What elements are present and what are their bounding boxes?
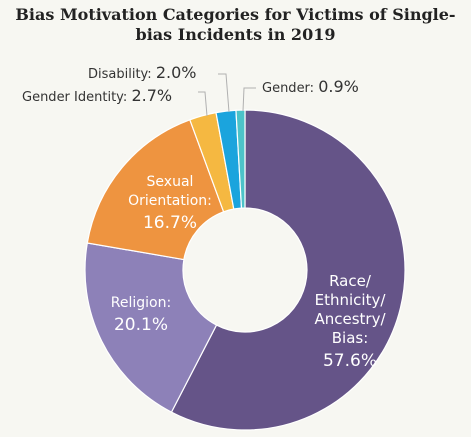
label-sexual-orientation-line-2: Orientation: [128, 193, 212, 209]
value-label-gender-identity: 2.7% [131, 86, 172, 105]
leader-line-disability [218, 73, 230, 113]
label-gender-identity: Gender Identity: 2.7% [22, 86, 172, 105]
label-religion-line-1: Religion: [111, 295, 171, 311]
value-label-sexual-orientation: 16.7% [143, 213, 197, 233]
donut-slices [84, 109, 406, 431]
value-label-race-ethnicity-ancestry-bias: 57.6% [323, 351, 377, 371]
slice-gender [235, 109, 246, 209]
label-race-ethnicity-ancestry-bias-line-1: Race/ [329, 272, 372, 290]
value-label-religion: 20.1% [114, 315, 168, 335]
label-race-ethnicity-ancestry-bias-line-3: Ancestry/ [314, 310, 386, 328]
label-race-ethnicity-ancestry-bias-line-4: Bias: [332, 329, 369, 347]
label-race-ethnicity-ancestry-bias-line-2: Ethnicity/ [315, 291, 387, 309]
slice-race-ethnicity-ancestry-bias [170, 109, 406, 431]
chart-title: Bias Motivation Categories for Victims o… [0, 5, 471, 45]
leader-line-gender [242, 87, 256, 112]
donut-labels: Race/Ethnicity/Ancestry/Bias: 57.6% Religi… [22, 63, 386, 371]
label-gender: Gender: 0.9% [262, 77, 359, 96]
slice-sexual-orientation [86, 119, 225, 261]
label-gender-identity-name: Gender Identity: [22, 90, 131, 105]
slice-religion [84, 242, 218, 413]
label-sexual-orientation-line-1: Sexual [147, 174, 194, 190]
chart-title-line-1: Bias Motivation Categories for Victims o… [15, 5, 456, 24]
label-gender-name: Gender: [262, 81, 318, 96]
label-disability-name: Disability: [88, 67, 156, 82]
value-label-disability: 2.0% [156, 63, 197, 82]
value-label-gender: 0.9% [318, 77, 359, 96]
label-disability: Disability: 2.0% [88, 63, 196, 82]
leader-line-gender-identity [198, 91, 208, 117]
chart-title-line-2: bias Incidents in 2019 [135, 25, 336, 44]
